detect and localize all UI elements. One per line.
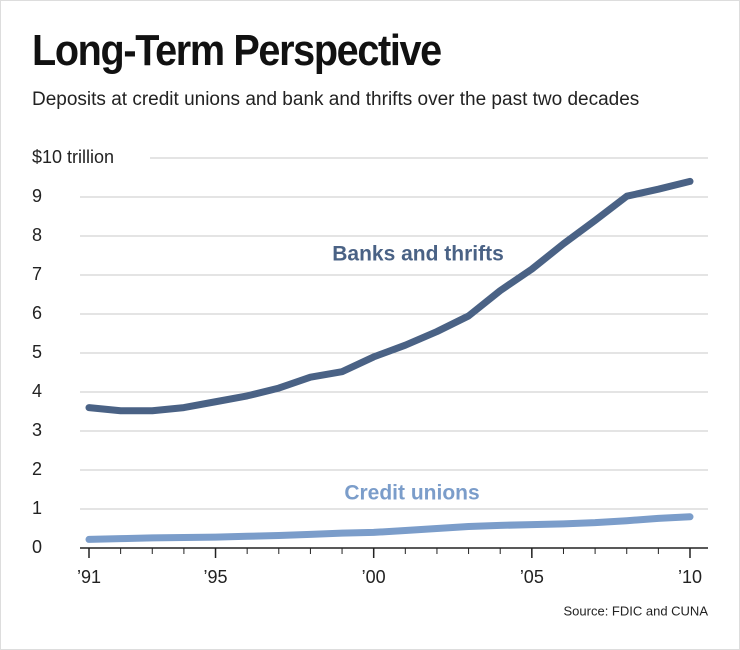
y-tick-label: 9 — [32, 186, 42, 206]
y-tick-label: 1 — [32, 498, 42, 518]
x-tick-label: ’91 — [77, 567, 101, 587]
chart-title: Long-Term Perspective — [32, 26, 442, 75]
y-tick-label: 3 — [32, 420, 42, 440]
x-tick-label: ’00 — [362, 567, 386, 587]
series-label: Credit unions — [344, 482, 479, 505]
source: Source: FDIC and CUNA — [564, 603, 709, 618]
x-tick-label: ’95 — [204, 567, 228, 587]
chart-subtitle: Deposits at credit unions and bank and t… — [32, 89, 640, 110]
y-tick-label: $10 trillion — [32, 147, 114, 167]
y-tick-label: 7 — [32, 264, 42, 284]
y-tick-label: 5 — [32, 342, 42, 362]
series-label: Banks and thrifts — [332, 243, 504, 266]
y-tick-label: 2 — [32, 459, 42, 479]
y-tick-label: 6 — [32, 303, 42, 323]
y-tick-label: 4 — [32, 381, 42, 401]
y-tick-label: 0 — [32, 537, 42, 557]
x-tick-label: ’10 — [678, 567, 702, 587]
x-tick-label: ’05 — [520, 567, 544, 587]
series-line — [85, 177, 694, 415]
y-tick-label: 8 — [32, 225, 42, 245]
series-line — [85, 513, 694, 543]
